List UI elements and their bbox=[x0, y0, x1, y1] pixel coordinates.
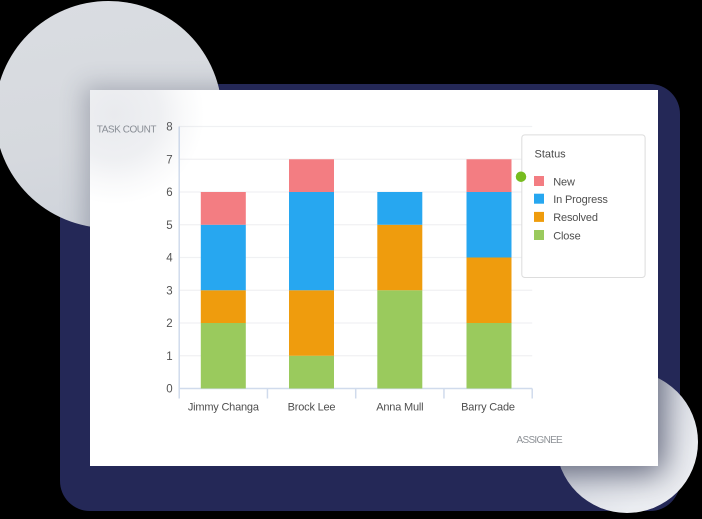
svg-text:ASSIGNEE: ASSIGNEE bbox=[516, 435, 563, 446]
svg-text:Anna Mull: Anna Mull bbox=[376, 401, 423, 413]
svg-text:Status: Status bbox=[534, 148, 566, 160]
svg-text:1: 1 bbox=[166, 350, 172, 362]
svg-text:TASK COUNT: TASK COUNT bbox=[96, 124, 156, 135]
svg-text:3: 3 bbox=[166, 285, 172, 297]
svg-text:5: 5 bbox=[166, 219, 172, 231]
svg-text:In Progress: In Progress bbox=[553, 194, 608, 206]
svg-text:7: 7 bbox=[166, 154, 172, 166]
svg-text:Close: Close bbox=[553, 230, 580, 242]
svg-text:6: 6 bbox=[166, 187, 172, 199]
svg-text:0: 0 bbox=[166, 383, 172, 395]
svg-text:Barry Cade: Barry Cade bbox=[461, 401, 515, 413]
svg-text:Brock Lee: Brock Lee bbox=[287, 401, 335, 413]
svg-text:2: 2 bbox=[166, 318, 172, 330]
svg-text:New: New bbox=[553, 176, 575, 188]
svg-text:4: 4 bbox=[166, 252, 173, 264]
svg-text:Resolved: Resolved bbox=[553, 212, 598, 224]
svg-text:Jimmy Changa: Jimmy Changa bbox=[187, 401, 259, 413]
svg-text:8: 8 bbox=[166, 121, 172, 133]
